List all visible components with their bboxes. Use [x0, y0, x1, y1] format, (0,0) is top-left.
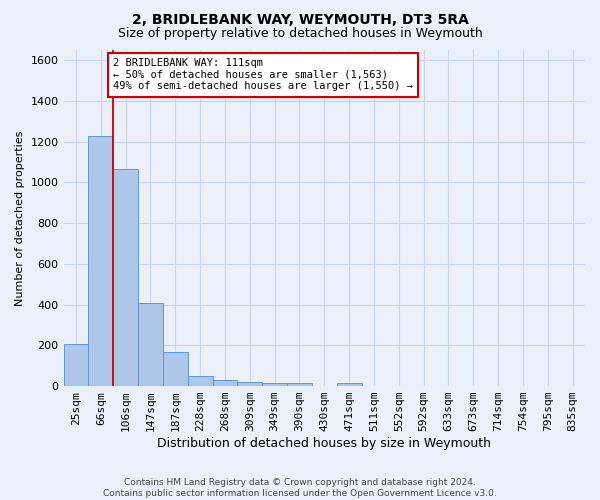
X-axis label: Distribution of detached houses by size in Weymouth: Distribution of detached houses by size …	[157, 437, 491, 450]
Bar	[188, 376, 212, 386]
Bar	[163, 352, 188, 386]
Bar	[262, 383, 287, 386]
Bar	[287, 383, 312, 386]
Text: 2 BRIDLEBANK WAY: 111sqm
← 50% of detached houses are smaller (1,563)
49% of sem: 2 BRIDLEBANK WAY: 111sqm ← 50% of detach…	[113, 58, 413, 92]
Bar	[138, 302, 163, 386]
Text: Size of property relative to detached houses in Weymouth: Size of property relative to detached ho…	[118, 28, 482, 40]
Bar	[88, 136, 113, 386]
Text: Contains HM Land Registry data © Crown copyright and database right 2024.
Contai: Contains HM Land Registry data © Crown c…	[103, 478, 497, 498]
Bar	[113, 169, 138, 386]
Text: 2, BRIDLEBANK WAY, WEYMOUTH, DT3 5RA: 2, BRIDLEBANK WAY, WEYMOUTH, DT3 5RA	[131, 12, 469, 26]
Bar	[212, 380, 238, 386]
Bar	[238, 382, 262, 386]
Bar	[64, 344, 88, 386]
Y-axis label: Number of detached properties: Number of detached properties	[15, 130, 25, 306]
Bar	[337, 383, 362, 386]
